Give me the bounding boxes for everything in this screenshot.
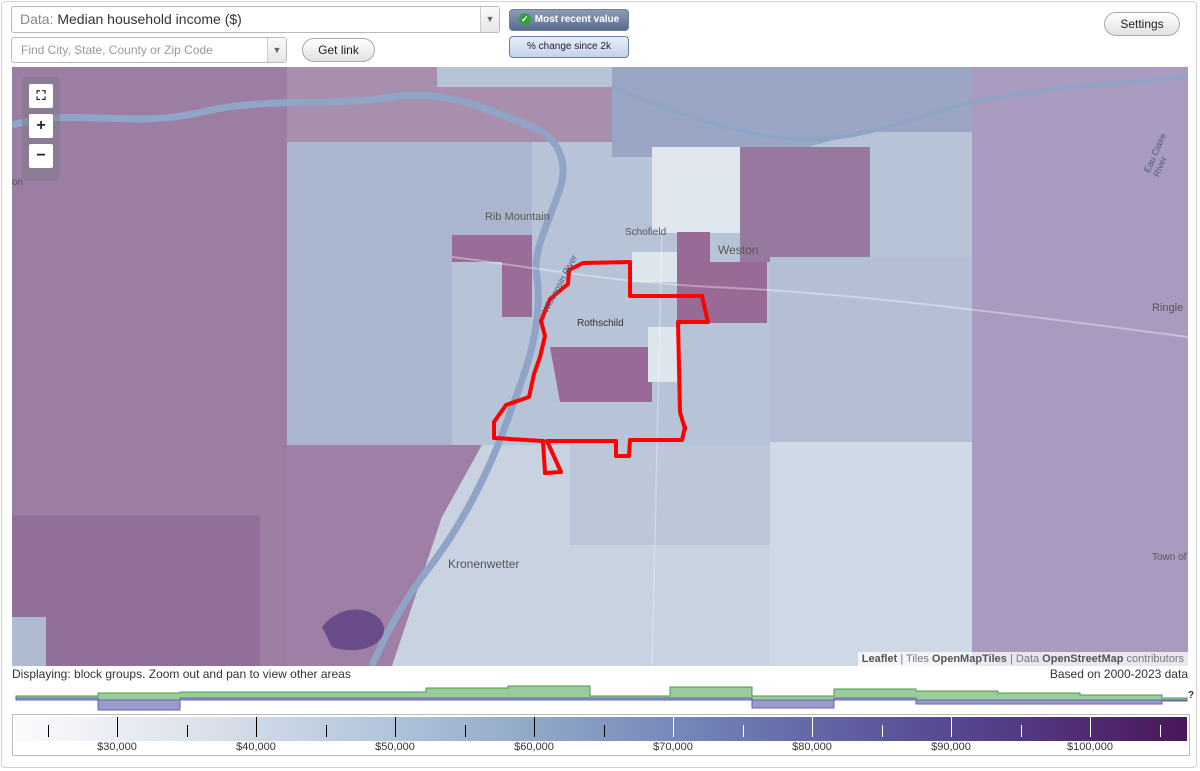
map-label-weston: Weston <box>718 243 759 257</box>
checkmark-icon: ✓ <box>518 13 531 26</box>
legend-minor-tick <box>603 725 605 737</box>
block-group-region[interactable] <box>612 67 972 157</box>
legend-gradient <box>15 717 1187 741</box>
based-on-caption: Based on 2000-2023 data <box>1049 667 1188 681</box>
highlighted-area-boundary[interactable] <box>492 260 710 475</box>
legend-major-tick <box>812 717 813 737</box>
legend-major-tick <box>534 717 535 737</box>
road-line <box>651 226 663 666</box>
zoom-in-button[interactable]: + <box>29 114 53 138</box>
legend-minor-tick <box>464 725 466 737</box>
legend-minor-tick <box>881 725 883 737</box>
legend-major-tick <box>1090 717 1091 737</box>
settings-button[interactable]: Settings <box>1104 12 1180 36</box>
map-label-rib-mountain: Rib Mountain <box>485 211 550 223</box>
block-group-region[interactable] <box>677 232 767 323</box>
legend-tick-label: $80,000 <box>792 741 832 753</box>
get-link-button[interactable]: Get link <box>302 38 375 62</box>
histogram-green <box>15 685 1188 701</box>
legend-minor-tick <box>742 725 744 737</box>
block-group-region[interactable] <box>770 257 972 442</box>
eau-claire-river <box>611 75 1188 142</box>
legend-tick-label: $40,000 <box>236 741 276 753</box>
block-group-region[interactable] <box>972 67 1188 666</box>
legend-minor-tick <box>325 725 327 737</box>
block-group-region[interactable] <box>550 347 652 402</box>
lake-shape <box>322 609 384 651</box>
search-placeholder: Find City, State, County or Zip Code <box>21 43 213 57</box>
block-group-region[interactable] <box>632 252 677 282</box>
block-group-region[interactable] <box>770 442 972 666</box>
color-legend: $30,000 $40,000 $50,000 $60,000 $70,000 $80,0… <box>12 714 1190 756</box>
map-label-ringle: Ringle <box>1152 302 1184 314</box>
legend-minor-tick <box>1159 725 1161 737</box>
map-label-town-of: Town of <box>1152 552 1187 563</box>
fullscreen-icon[interactable]: ⛶ <box>29 84 53 108</box>
block-group-region[interactable] <box>570 445 770 545</box>
data-select-label: Data: <box>20 11 54 27</box>
chevron-down-icon[interactable]: ▼ <box>480 7 499 32</box>
legend-major-tick <box>673 717 674 737</box>
legend-tick-label: $100,000 <box>1067 741 1113 753</box>
map-label-kronenwetter: Kronenwetter <box>448 557 520 571</box>
legend-major-tick <box>951 717 952 737</box>
histogram-strip <box>15 685 1188 711</box>
legend-tick-label: $90,000 <box>931 741 971 753</box>
chevron-down-icon[interactable]: ▼ <box>267 38 286 62</box>
block-group-region[interactable] <box>648 327 678 382</box>
map-canvas <box>12 67 1188 666</box>
attribution-contrib: contributors <box>1123 653 1184 665</box>
block-group-region[interactable] <box>740 147 870 262</box>
histogram-purple <box>15 697 1188 711</box>
zoom-out-button[interactable]: − <box>29 144 53 168</box>
legend-tick-label: $70,000 <box>653 741 693 753</box>
legend-tick-label: $60,000 <box>514 741 554 753</box>
most-recent-label: Most recent value <box>534 14 620 25</box>
legend-tick-label: $30,000 <box>97 741 137 753</box>
legend-tick-label: $50,000 <box>375 741 415 753</box>
most-recent-value-toggle[interactable]: ✓ Most recent value <box>509 9 629 31</box>
choropleth-map[interactable] <box>12 67 1188 666</box>
data-select[interactable]: Data: Median household income ($) ▼ <box>11 6 500 33</box>
percent-change-toggle[interactable]: % change since 2k <box>509 36 629 58</box>
map-label-rothschild: Rothschild <box>577 318 624 329</box>
highway-line <box>451 256 1188 338</box>
legend-minor-tick <box>1020 725 1022 737</box>
displaying-caption: Displaying: block groups. Zoom out and p… <box>12 667 351 681</box>
zoom-control: ⛶ + − <box>22 77 60 181</box>
block-group-region[interactable] <box>12 515 260 666</box>
legend-major-tick <box>395 717 396 737</box>
map-label-schofield: Schofield <box>625 227 667 238</box>
block-group-region[interactable] <box>287 445 482 666</box>
legend-minor-tick <box>47 725 49 737</box>
legend-major-tick <box>117 717 118 737</box>
legend-major-tick <box>256 717 257 737</box>
block-group-region[interactable] <box>12 617 46 666</box>
legend-minor-tick <box>186 725 188 737</box>
leaflet-link[interactable]: Leaflet <box>861 653 898 665</box>
block-group-region[interactable] <box>452 235 532 317</box>
map-label-edge-fragment: on <box>12 177 24 188</box>
block-group-region[interactable] <box>652 147 740 233</box>
wisconsin-river <box>12 91 567 666</box>
data-select-value: Median household income ($) <box>57 11 242 27</box>
location-search-input[interactable]: Find City, State, County or Zip Code ▼ <box>11 37 287 63</box>
map-attribution: Leaflet | Tiles OpenMapTiles | Data Open… <box>857 652 1188 666</box>
openstreetmap-link[interactable]: OpenStreetMap <box>1042 653 1124 665</box>
block-group-region[interactable] <box>287 142 532 445</box>
attribution-sep: | Tiles <box>897 653 932 665</box>
legend-help-icon[interactable]: ? <box>1188 690 1195 701</box>
attribution-sep: | Data <box>1006 653 1043 665</box>
openmaptiles-link[interactable]: OpenMapTiles <box>931 653 1007 665</box>
